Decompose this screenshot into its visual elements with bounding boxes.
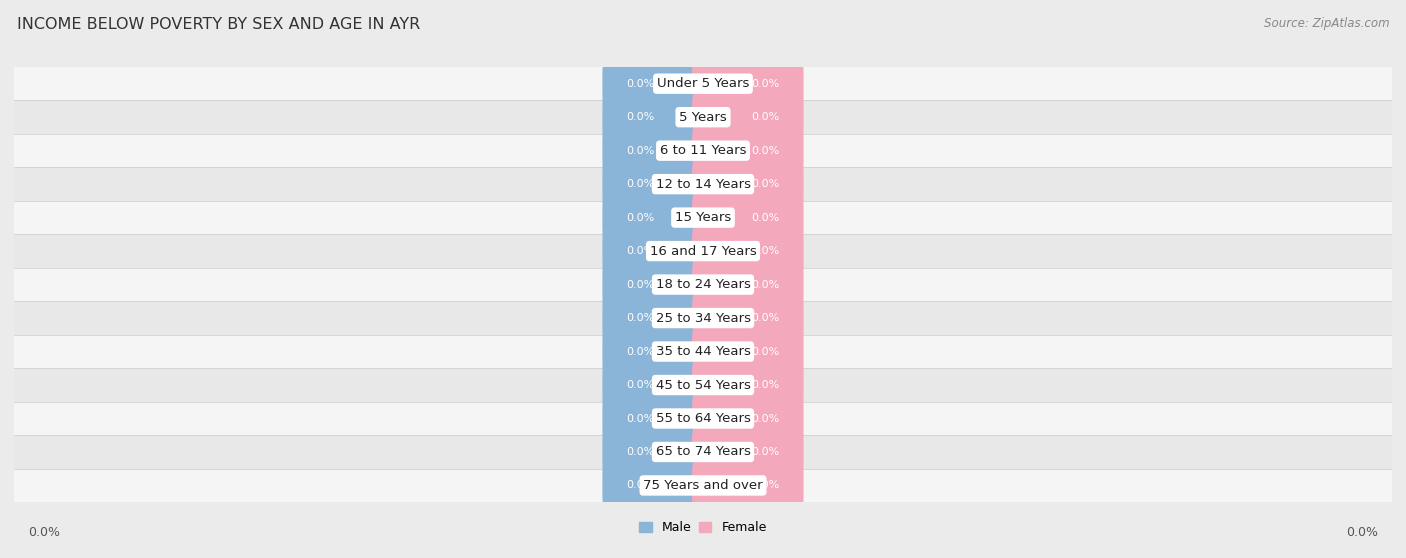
Text: 0.0%: 0.0% bbox=[626, 380, 654, 390]
FancyBboxPatch shape bbox=[14, 134, 1392, 167]
FancyBboxPatch shape bbox=[14, 100, 1392, 134]
FancyBboxPatch shape bbox=[14, 469, 1392, 502]
FancyBboxPatch shape bbox=[14, 234, 1392, 268]
FancyBboxPatch shape bbox=[14, 67, 1392, 100]
FancyBboxPatch shape bbox=[692, 181, 804, 254]
Text: 0.0%: 0.0% bbox=[752, 480, 780, 490]
FancyBboxPatch shape bbox=[14, 167, 1392, 201]
Text: 0.0%: 0.0% bbox=[1346, 526, 1378, 539]
FancyBboxPatch shape bbox=[692, 349, 804, 421]
FancyBboxPatch shape bbox=[692, 81, 804, 153]
FancyBboxPatch shape bbox=[602, 81, 714, 153]
Text: 6 to 11 Years: 6 to 11 Years bbox=[659, 144, 747, 157]
Text: 75 Years and over: 75 Years and over bbox=[643, 479, 763, 492]
FancyBboxPatch shape bbox=[602, 47, 714, 120]
Text: 0.0%: 0.0% bbox=[626, 413, 654, 424]
FancyBboxPatch shape bbox=[692, 215, 804, 287]
Text: Under 5 Years: Under 5 Years bbox=[657, 77, 749, 90]
FancyBboxPatch shape bbox=[692, 248, 804, 321]
Text: 0.0%: 0.0% bbox=[626, 313, 654, 323]
FancyBboxPatch shape bbox=[602, 282, 714, 354]
Text: 0.0%: 0.0% bbox=[752, 447, 780, 457]
Text: 0.0%: 0.0% bbox=[752, 179, 780, 189]
FancyBboxPatch shape bbox=[692, 382, 804, 455]
Text: 12 to 14 Years: 12 to 14 Years bbox=[655, 177, 751, 191]
FancyBboxPatch shape bbox=[602, 449, 714, 522]
Text: 0.0%: 0.0% bbox=[28, 526, 60, 539]
Text: 0.0%: 0.0% bbox=[626, 79, 654, 89]
FancyBboxPatch shape bbox=[602, 114, 714, 187]
Text: 0.0%: 0.0% bbox=[626, 246, 654, 256]
FancyBboxPatch shape bbox=[14, 201, 1392, 234]
Text: 0.0%: 0.0% bbox=[752, 413, 780, 424]
FancyBboxPatch shape bbox=[602, 382, 714, 455]
FancyBboxPatch shape bbox=[602, 248, 714, 321]
FancyBboxPatch shape bbox=[14, 335, 1392, 368]
Text: 0.0%: 0.0% bbox=[626, 480, 654, 490]
Text: 0.0%: 0.0% bbox=[626, 447, 654, 457]
Text: 0.0%: 0.0% bbox=[626, 347, 654, 357]
FancyBboxPatch shape bbox=[692, 416, 804, 488]
Text: 45 to 54 Years: 45 to 54 Years bbox=[655, 378, 751, 392]
FancyBboxPatch shape bbox=[692, 148, 804, 220]
Legend: Male, Female: Male, Female bbox=[634, 517, 772, 540]
Text: 0.0%: 0.0% bbox=[752, 280, 780, 290]
Text: 25 to 34 Years: 25 to 34 Years bbox=[655, 311, 751, 325]
Text: 35 to 44 Years: 35 to 44 Years bbox=[655, 345, 751, 358]
Text: 55 to 64 Years: 55 to 64 Years bbox=[655, 412, 751, 425]
FancyBboxPatch shape bbox=[14, 368, 1392, 402]
FancyBboxPatch shape bbox=[602, 148, 714, 220]
FancyBboxPatch shape bbox=[14, 268, 1392, 301]
Text: INCOME BELOW POVERTY BY SEX AND AGE IN AYR: INCOME BELOW POVERTY BY SEX AND AGE IN A… bbox=[17, 17, 420, 32]
Text: 0.0%: 0.0% bbox=[626, 179, 654, 189]
FancyBboxPatch shape bbox=[602, 416, 714, 488]
FancyBboxPatch shape bbox=[602, 349, 714, 421]
Text: 0.0%: 0.0% bbox=[752, 313, 780, 323]
FancyBboxPatch shape bbox=[692, 282, 804, 354]
Text: 5 Years: 5 Years bbox=[679, 110, 727, 124]
Text: 0.0%: 0.0% bbox=[752, 380, 780, 390]
FancyBboxPatch shape bbox=[692, 449, 804, 522]
Text: 0.0%: 0.0% bbox=[626, 280, 654, 290]
Text: 0.0%: 0.0% bbox=[626, 112, 654, 122]
Text: 0.0%: 0.0% bbox=[626, 146, 654, 156]
Text: 16 and 17 Years: 16 and 17 Years bbox=[650, 244, 756, 258]
FancyBboxPatch shape bbox=[602, 181, 714, 254]
Text: 0.0%: 0.0% bbox=[752, 246, 780, 256]
Text: 0.0%: 0.0% bbox=[626, 213, 654, 223]
FancyBboxPatch shape bbox=[692, 47, 804, 120]
Text: 0.0%: 0.0% bbox=[752, 112, 780, 122]
FancyBboxPatch shape bbox=[14, 301, 1392, 335]
Text: 0.0%: 0.0% bbox=[752, 79, 780, 89]
Text: 0.0%: 0.0% bbox=[752, 213, 780, 223]
Text: 0.0%: 0.0% bbox=[752, 347, 780, 357]
Text: 0.0%: 0.0% bbox=[752, 146, 780, 156]
Text: 18 to 24 Years: 18 to 24 Years bbox=[655, 278, 751, 291]
Text: 65 to 74 Years: 65 to 74 Years bbox=[655, 445, 751, 459]
FancyBboxPatch shape bbox=[692, 315, 804, 388]
FancyBboxPatch shape bbox=[14, 435, 1392, 469]
FancyBboxPatch shape bbox=[602, 315, 714, 388]
FancyBboxPatch shape bbox=[692, 114, 804, 187]
FancyBboxPatch shape bbox=[14, 402, 1392, 435]
Text: 15 Years: 15 Years bbox=[675, 211, 731, 224]
Text: Source: ZipAtlas.com: Source: ZipAtlas.com bbox=[1264, 17, 1389, 30]
FancyBboxPatch shape bbox=[602, 215, 714, 287]
